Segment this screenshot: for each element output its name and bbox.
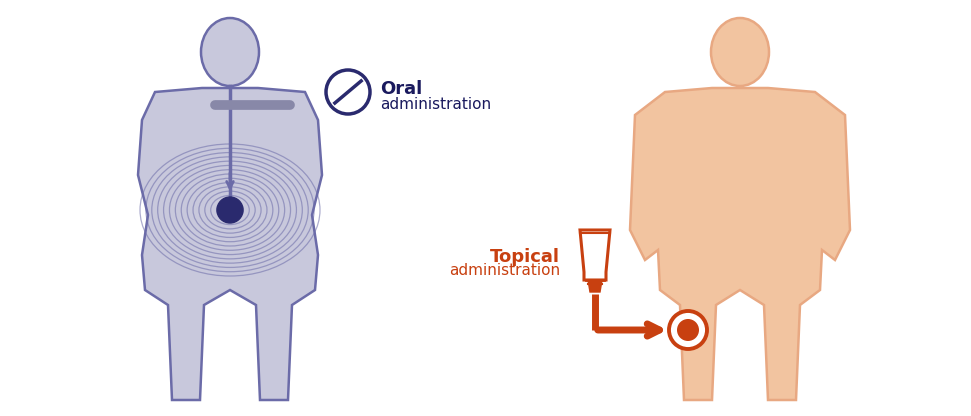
Polygon shape — [580, 230, 610, 280]
Polygon shape — [630, 88, 850, 400]
Ellipse shape — [201, 18, 259, 86]
Text: Topical: Topical — [490, 248, 560, 266]
Ellipse shape — [711, 18, 769, 86]
Polygon shape — [138, 88, 322, 400]
Circle shape — [669, 311, 707, 349]
Text: Oral: Oral — [380, 80, 422, 98]
Circle shape — [326, 70, 370, 114]
Circle shape — [217, 197, 243, 223]
Text: administration: administration — [449, 263, 560, 278]
Text: administration: administration — [380, 97, 491, 112]
Circle shape — [677, 319, 699, 341]
Polygon shape — [588, 280, 602, 292]
